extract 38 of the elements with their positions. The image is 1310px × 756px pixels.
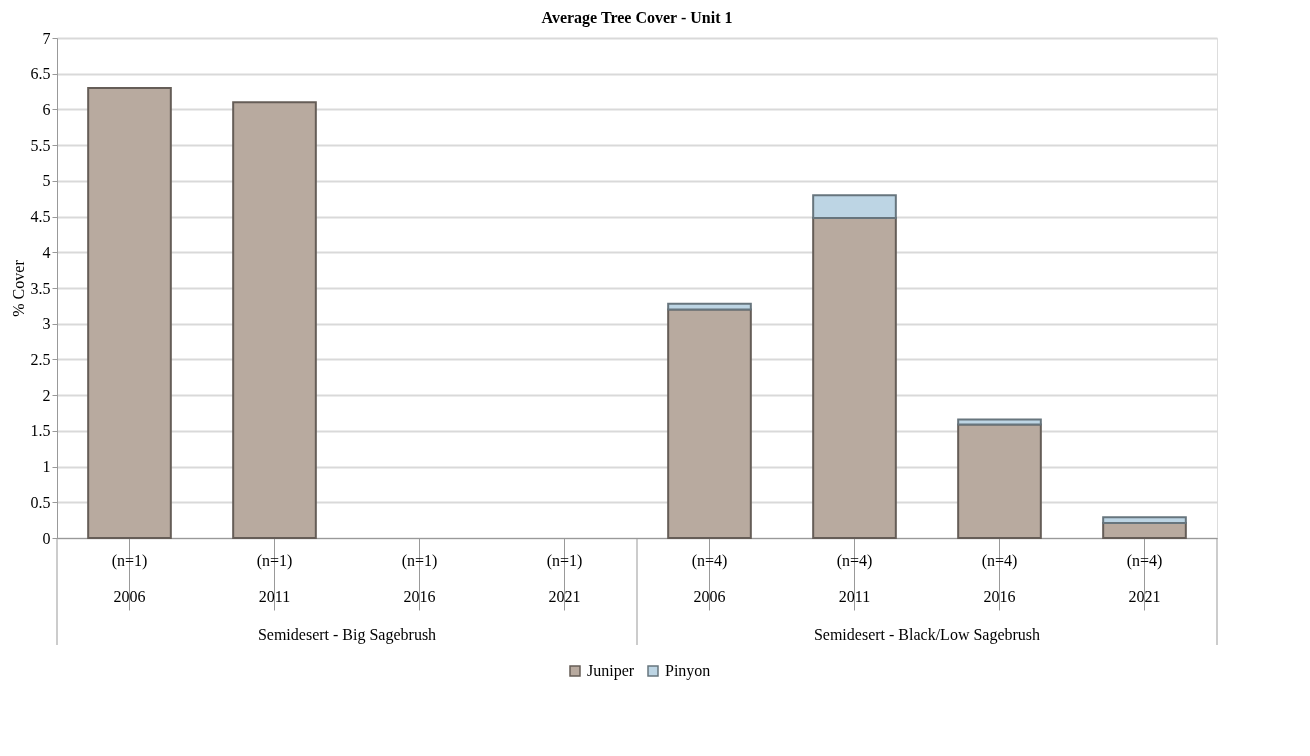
bar xyxy=(1102,516,1187,524)
bar xyxy=(87,87,172,539)
y-axis-title: % Cover xyxy=(9,259,27,317)
y-tick-label: 7 xyxy=(42,29,51,47)
bar xyxy=(812,217,897,539)
x-tick-label: (n=1) 2011 xyxy=(256,551,293,605)
y-tick-label: 0.5 xyxy=(30,493,51,511)
legend-label: Juniper xyxy=(587,662,635,680)
y-tick-label: 3 xyxy=(42,315,51,333)
y-tick-label: 2 xyxy=(42,386,51,404)
chart-title: Average Tree Cover - Unit 1 xyxy=(541,9,733,27)
y-tick-label: 3.5 xyxy=(30,279,51,297)
x-tick-label: (n=1) 2016 xyxy=(401,551,438,605)
bar xyxy=(232,101,317,539)
bar xyxy=(957,423,1042,539)
text: Semidesert - Black/Low Sagebrush xyxy=(813,626,1041,644)
bar xyxy=(957,418,1042,426)
y-tick-label: 1.5 xyxy=(30,422,51,440)
text: Semidesert - Big Sagebrush xyxy=(257,626,437,644)
y-tick-label: 1 xyxy=(42,458,51,476)
bar xyxy=(667,308,752,539)
y-tick-label: 0 xyxy=(42,529,51,547)
x-tick-label: (n=4) 2011 xyxy=(836,551,873,605)
bar xyxy=(667,302,752,311)
x-tick-label: (n=4) 2021 xyxy=(1126,551,1163,605)
bar xyxy=(812,194,897,219)
y-tick-label: 5 xyxy=(42,172,51,190)
x-tick-label: (n=4) 2006 xyxy=(691,551,728,605)
y-tick-label: 6 xyxy=(42,100,51,118)
x-tick-label: (n=4) 2016 xyxy=(981,551,1018,605)
legend-label: Pinyon xyxy=(665,662,711,680)
y-tick-label: 5.5 xyxy=(30,136,51,154)
y-tick-label: 2.5 xyxy=(30,350,51,368)
x-tick-label: (n=1) 2006 xyxy=(111,551,148,605)
y-tick-label: 4 xyxy=(42,243,51,261)
y-tick-label: 4.5 xyxy=(30,208,51,226)
x-tick-label: (n=1) 2021 xyxy=(546,551,583,605)
y-tick-label: 6.5 xyxy=(30,65,51,83)
